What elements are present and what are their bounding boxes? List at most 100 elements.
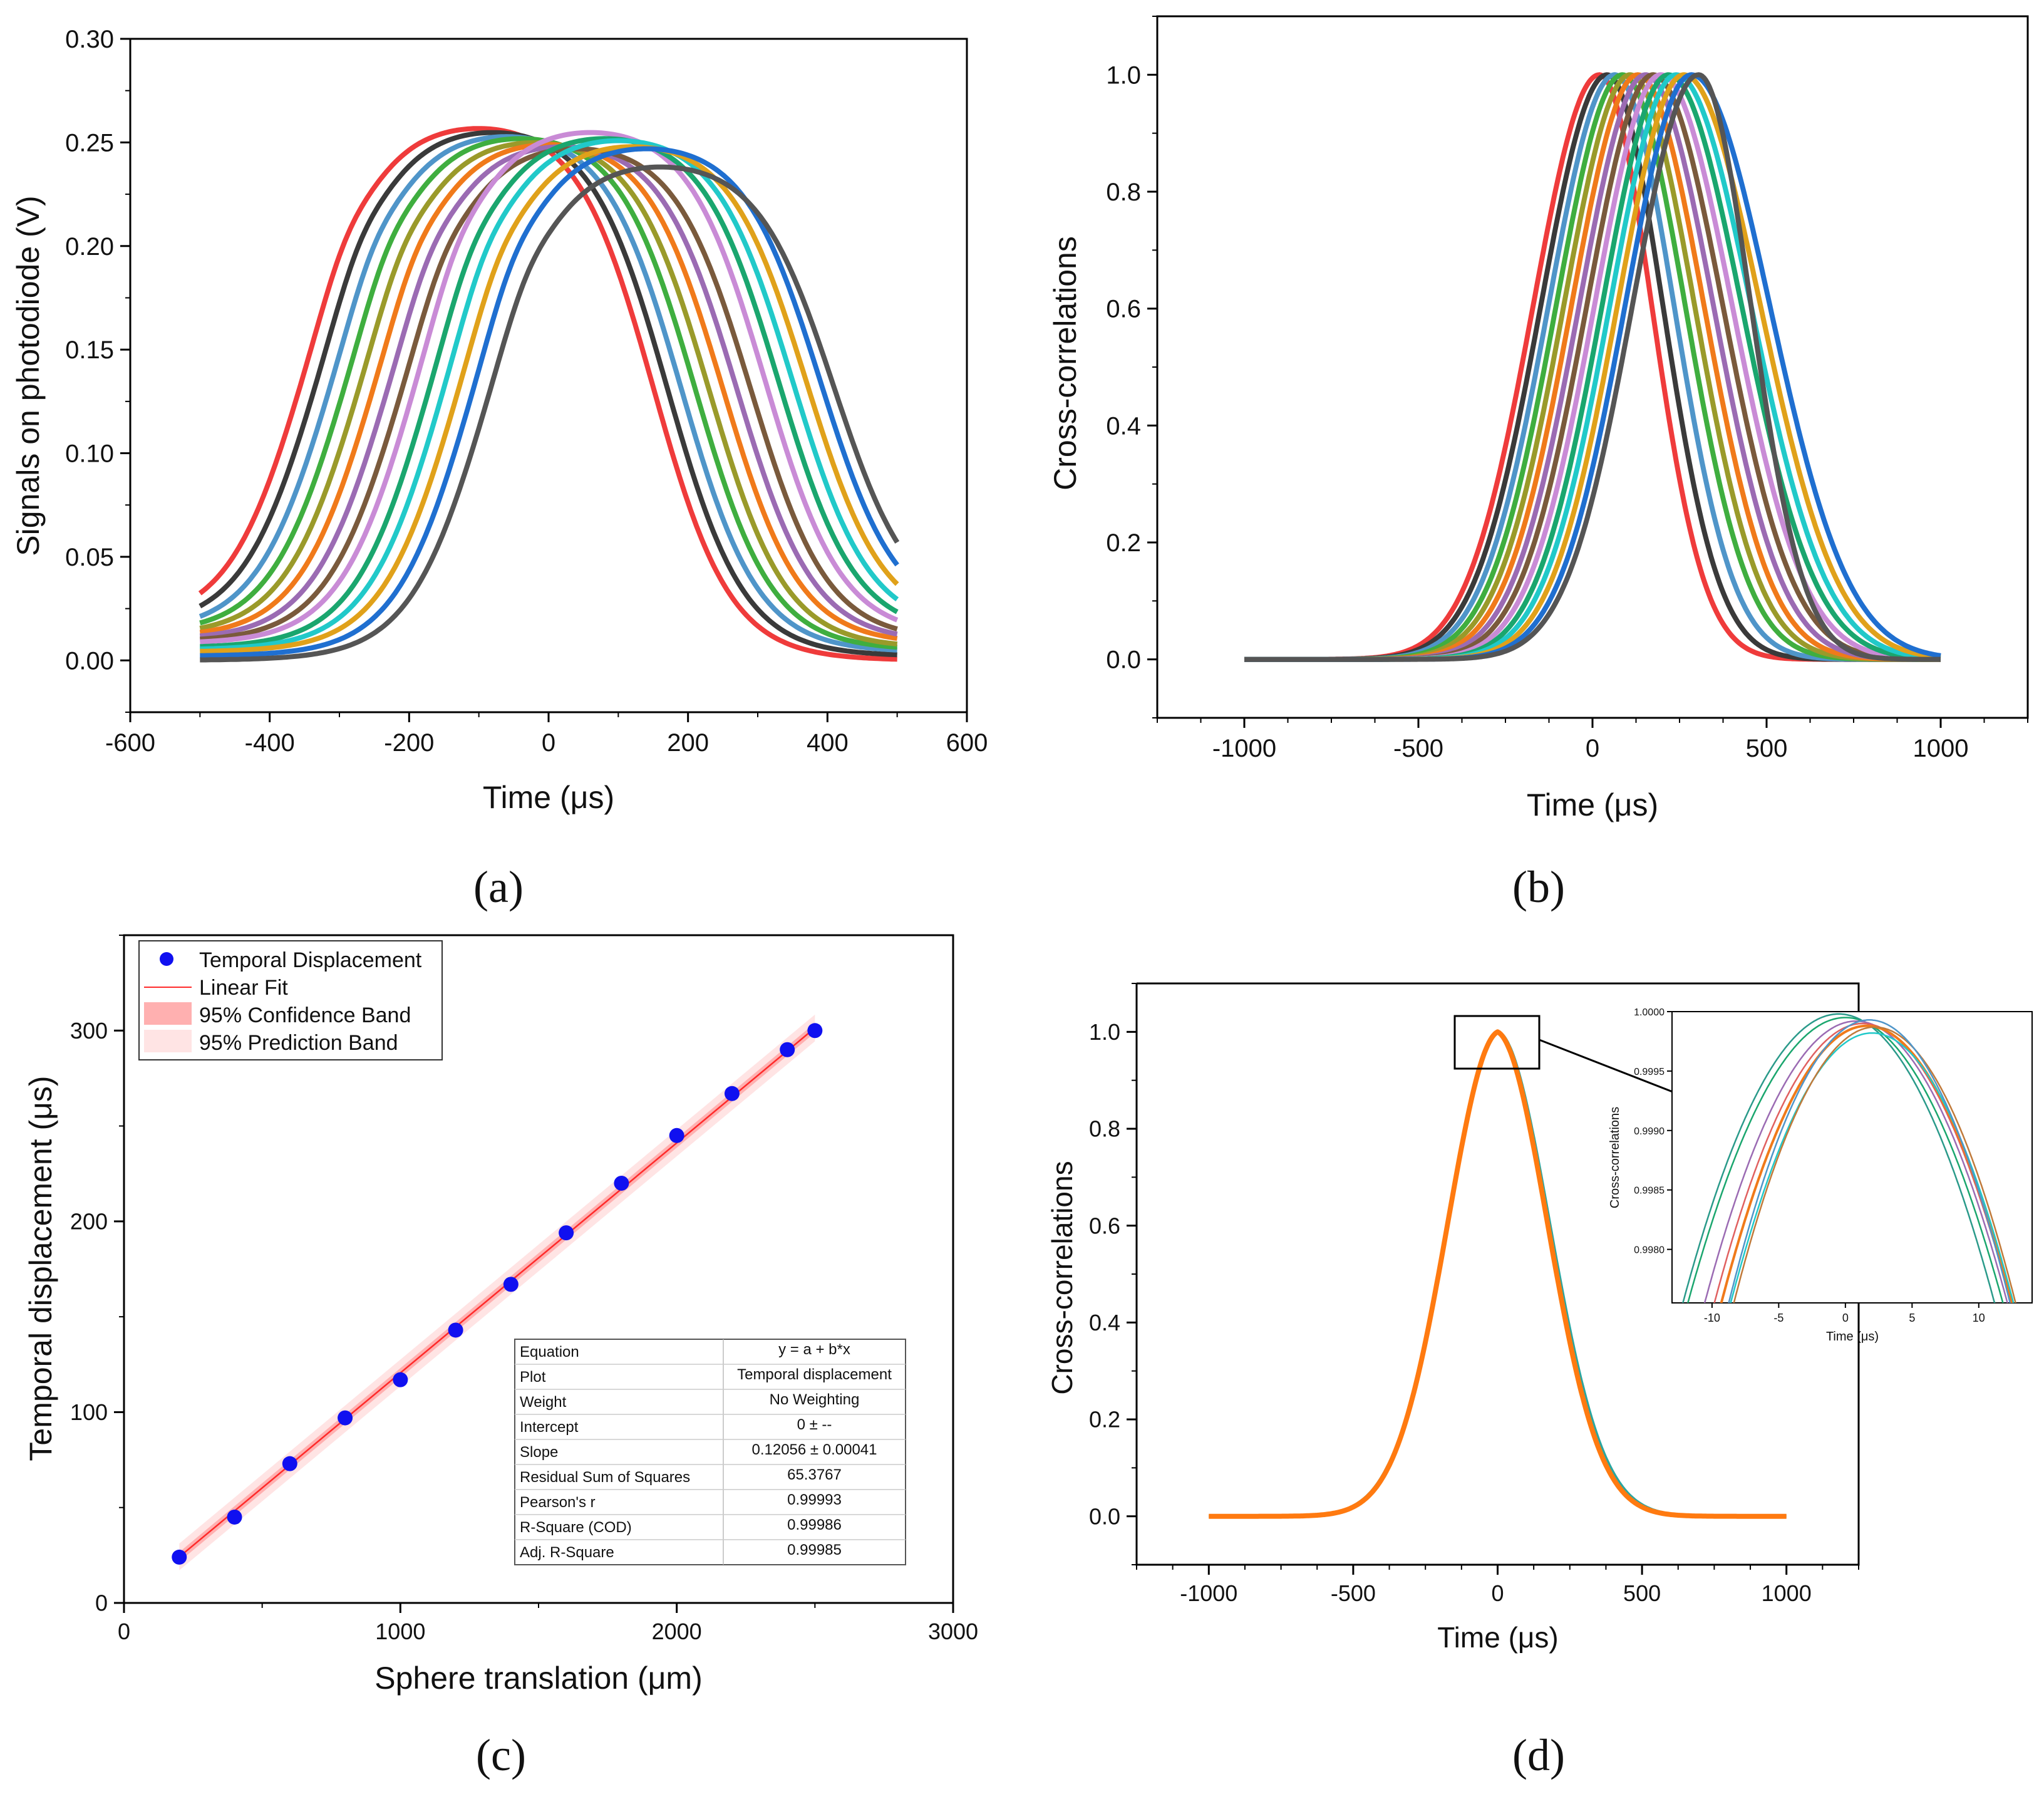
y-tick-label: 1.0 (1106, 61, 1141, 89)
data-point (393, 1372, 408, 1387)
inset-curves (1682, 1013, 2016, 1303)
panel-a-label: (a) (473, 862, 524, 912)
y-tick-label: 0.8 (1106, 179, 1141, 206)
x-tick-label: -500 (1393, 735, 1443, 762)
legend-label-prediction: 95% Prediction Band (199, 1031, 398, 1055)
legend-marker-confidence (144, 1002, 192, 1025)
table-cell-value: 65.3767 (787, 1466, 842, 1483)
x-tick-label: 0 (118, 1619, 130, 1644)
x-tick-label: 1000 (1762, 1580, 1812, 1606)
x-tick-label: 200 (667, 729, 709, 757)
series-line (199, 142, 898, 641)
inset-series-line (1730, 1032, 2015, 1303)
series-line (200, 130, 899, 645)
panel-a-series-group (198, 126, 900, 663)
inset-x-tick-label: -10 (1704, 1312, 1720, 1324)
table-cell-key: R-Square (COD) (520, 1519, 632, 1536)
x-tick-label: 1000 (375, 1619, 425, 1644)
inset-ylabel: Cross-correlations (1608, 1107, 1622, 1208)
panel-a-xlabel: Time (μs) (483, 780, 614, 815)
panel-c-label: (c) (476, 1730, 526, 1780)
panel-c-ylabel: Temporal displacement (μs) (23, 1076, 58, 1461)
inset-series-group (1682, 1013, 2016, 1303)
x-tick-label: 0 (542, 729, 555, 757)
x-tick-label: 0 (1491, 1580, 1504, 1606)
legend-marker-points (160, 952, 173, 966)
x-tick-label: 0 (1586, 735, 1599, 762)
panel-d-series-group (1207, 1029, 1788, 1519)
inset-series-line (1682, 1013, 1996, 1303)
panel-d-axes: -1000 -500 0 500 1000 0.0 0.2 0.4 0.6 0.8 1.0 (1089, 983, 1859, 1606)
table-cell-value: 0.99985 (787, 1542, 842, 1558)
data-point (503, 1277, 519, 1292)
series-line (200, 146, 899, 658)
y-tick-label: 0.2 (1106, 529, 1141, 557)
panel-b-xlabel: Time (μs) (1527, 787, 1658, 822)
table-cell-value: y = a + b*x (778, 1341, 850, 1358)
y-tick-label: 0.10 (65, 440, 114, 468)
y-tick-label: 1.0 (1089, 1019, 1120, 1045)
panel-b: -1000 -500 0 500 1000 0.0 0.2 0.4 0.6 0.8 1.0 Time… (1048, 15, 2029, 912)
inset-y-tick-label: 0.9985 (1634, 1186, 1665, 1196)
panel-d-label: (d) (1512, 1730, 1565, 1780)
x-tick-label: -200 (384, 729, 434, 757)
data-point (227, 1509, 242, 1525)
panel-b-axes: -1000 -500 0 500 1000 0.0 0.2 0.4 0.6 0.8 1.0 (1106, 16, 2028, 762)
x-tick-label: -500 (1331, 1580, 1376, 1606)
panel-c-axes: 0 1000 2000 3000 0 100 200 300 (70, 935, 978, 1644)
legend-marker-prediction (144, 1030, 192, 1052)
table-cell-value: 0.99993 (787, 1491, 842, 1508)
x-tick-label: -1000 (1212, 735, 1276, 762)
series-line (200, 144, 899, 654)
table-cell-value: 0 ± -- (797, 1416, 832, 1433)
data-point (282, 1456, 297, 1471)
panel-c-legend: Temporal Displacement Linear Fit 95% Con… (138, 940, 443, 1060)
x-tick-label: 2000 (652, 1619, 702, 1644)
series-line (200, 136, 899, 650)
inset-x-tick-label: 5 (1909, 1312, 1915, 1324)
data-point (172, 1549, 187, 1565)
x-tick-label: 500 (1746, 735, 1788, 762)
series-line (200, 138, 899, 652)
y-tick-label: 100 (70, 1399, 108, 1425)
data-point (338, 1410, 353, 1426)
legend-box (138, 940, 443, 1060)
data-point (807, 1023, 823, 1039)
panel-b-ylabel: Cross-correlations (1048, 236, 1083, 490)
y-tick-label: 0.05 (65, 544, 114, 571)
inset-y-tick-label: 1.0000 (1634, 1007, 1665, 1018)
legend-label-confidence: 95% Confidence Band (199, 1003, 411, 1027)
panel-a: -600 -400 -200 0 200 400 600 0.00 0.05 0.10 0.15 0.… (11, 26, 988, 912)
zoom-box (1453, 1015, 1541, 1070)
y-tick-label: 0.30 (65, 26, 114, 53)
y-tick-label: 0.0 (1106, 646, 1141, 674)
legend-label-points: Temporal Displacement (199, 948, 422, 972)
y-tick-label: 0.25 (65, 129, 114, 157)
y-tick-label: 0.15 (65, 336, 114, 364)
panel-c-xlabel: Sphere translation (μm) (374, 1661, 702, 1696)
panel-d-inset: -10 -5 0 5 100.99800.99850.99900.99951.0000 … (1608, 1007, 2033, 1344)
data-point (780, 1042, 795, 1057)
y-tick-label: 0.20 (65, 233, 114, 261)
y-tick-label: 0 (95, 1590, 108, 1616)
series-line (199, 144, 898, 639)
table-cell-key: Adj. R-Square (520, 1544, 614, 1561)
panel-d-xlabel: Time (μs) (1437, 1621, 1558, 1654)
panel-c-points (172, 1023, 823, 1565)
table-cell-key: Equation (520, 1344, 579, 1361)
table-cell-key: Intercept (520, 1419, 579, 1436)
x-tick-label: -1000 (1180, 1580, 1237, 1606)
inset-y-tick-label: 0.9980 (1634, 1245, 1665, 1256)
x-tick-label: 600 (946, 729, 988, 757)
x-tick-label: 400 (807, 729, 849, 757)
y-tick-label: 0.6 (1089, 1213, 1120, 1238)
table-cell-value: No Weighting (770, 1391, 860, 1408)
series-line (1207, 1029, 1788, 1519)
table-cell-key: Pearson's r (520, 1494, 596, 1511)
inset-x-tick-label: 0 (1842, 1312, 1849, 1324)
table-cell-key: Residual Sum of Squares (520, 1469, 690, 1486)
data-point (669, 1128, 684, 1143)
inset-series-line (1733, 1026, 2016, 1303)
